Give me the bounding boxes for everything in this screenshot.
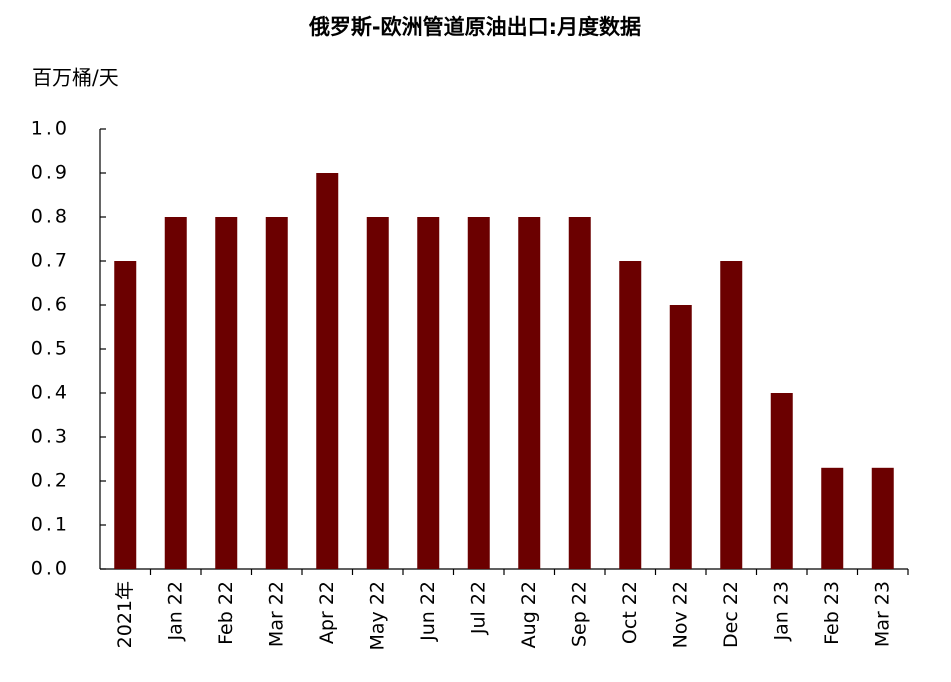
x-tick-label: Dec 22 (720, 581, 742, 648)
x-tick-label: Jun 22 (417, 581, 439, 642)
x-tick-label: Mar 23 (871, 581, 893, 647)
x-tick-label: Jan 22 (164, 581, 186, 642)
y-tick-label: 1.0 (31, 118, 70, 140)
bar (467, 217, 490, 569)
bar (619, 261, 642, 569)
bar (720, 261, 743, 569)
y-tick-label: 0.8 (31, 206, 70, 228)
y-axis-label: 百万桶/天 (32, 66, 119, 90)
x-tick-label: Jan 23 (770, 581, 792, 642)
y-tick-label: 0.9 (31, 162, 70, 184)
x-tick-label: Nov 22 (669, 581, 691, 648)
bar (669, 305, 692, 569)
bar (770, 393, 793, 569)
y-tick-label: 0.7 (31, 250, 70, 272)
x-tick-label: Aug 22 (518, 581, 540, 648)
y-tick-label: 0.0 (31, 558, 70, 580)
x-tick-label: Jul 22 (467, 581, 489, 635)
y-tick-label: 0.5 (31, 338, 70, 360)
y-tick-label: 0.4 (31, 382, 70, 404)
y-tick-label: 0.6 (31, 294, 70, 316)
x-tick-label: Sep 22 (568, 581, 590, 647)
bar (265, 217, 288, 569)
bar (164, 217, 187, 569)
x-tick-label: Oct 22 (619, 581, 641, 644)
bar (417, 217, 440, 569)
y-tick-label: 0.3 (31, 426, 70, 448)
bar (821, 467, 844, 569)
bar (518, 217, 541, 569)
y-tick-label: 0.1 (31, 514, 70, 536)
x-tick-label: May 22 (366, 581, 388, 651)
x-tick-label: Feb 22 (215, 581, 237, 645)
bar (215, 217, 238, 569)
bar (568, 217, 591, 569)
y-tick-label: 0.2 (31, 470, 70, 492)
bar (316, 173, 339, 569)
x-tick-label: Feb 23 (821, 581, 843, 645)
bar (871, 467, 894, 569)
bar (114, 261, 137, 569)
bar (366, 217, 389, 569)
chart-title: 俄罗斯-欧洲管道原油出口:月度数据 (308, 15, 641, 39)
x-tick-label: 2021年 (114, 581, 136, 648)
x-tick-label: Apr 22 (316, 581, 338, 644)
x-tick-label: Mar 22 (265, 581, 287, 647)
